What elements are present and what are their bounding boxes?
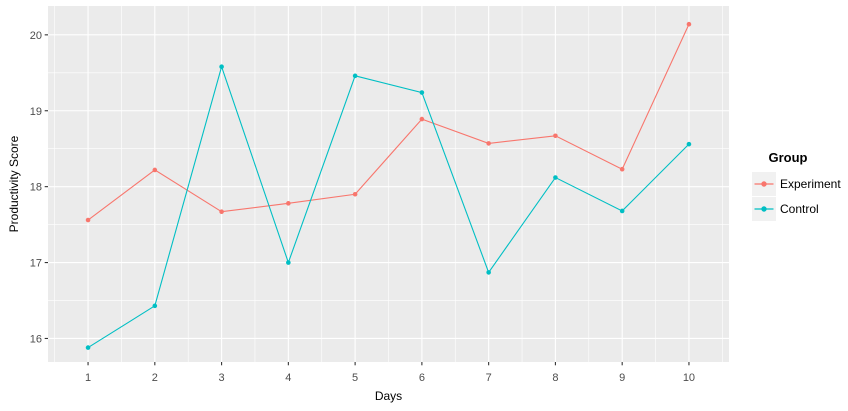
x-tick-label: 9	[619, 372, 625, 384]
legend-key-control	[752, 197, 776, 221]
control-point	[686, 141, 692, 147]
x-tick-label: 5	[352, 372, 358, 384]
legend-key-experiment	[752, 172, 776, 196]
experiment-point	[352, 191, 358, 197]
y-tick-label: 19	[30, 106, 42, 118]
legend-label-control: Control	[780, 202, 819, 216]
legend-title: Group	[768, 150, 808, 165]
legend: Group Experiment Control	[752, 150, 848, 222]
x-tick-label: 4	[285, 372, 291, 384]
experiment-line	[87, 23, 690, 221]
x-tick-label: 10	[683, 372, 695, 384]
experiment-point	[219, 209, 224, 215]
x-tick-label: 3	[219, 372, 225, 384]
x-axis-title: Days	[374, 389, 403, 403]
control-point	[619, 208, 625, 214]
y-tick-label: 16	[30, 333, 42, 345]
control-line-swatch-icon	[754, 206, 774, 212]
experiment-point	[152, 167, 158, 173]
legend-label-experiment: Experiment	[780, 177, 841, 191]
control-line	[87, 64, 690, 349]
y-tick-label: 17	[30, 258, 42, 270]
control-point	[553, 175, 558, 180]
control-point	[152, 303, 158, 309]
experiment-point	[553, 133, 558, 139]
control-point	[286, 260, 291, 265]
x-tick-label: 1	[85, 372, 91, 384]
x-tick-label: 8	[552, 372, 558, 384]
experiment-point	[85, 217, 91, 223]
legend-item-experiment[interactable]: Experiment	[752, 172, 848, 196]
y-tick-label: 20	[30, 30, 42, 42]
experiment-line-swatch-icon	[754, 181, 774, 187]
x-tick-label: 7	[486, 372, 492, 384]
y-axis-title: Productivity Score	[7, 135, 21, 233]
x-tick-label: 2	[152, 372, 158, 384]
x-tick-label: 6	[419, 372, 425, 384]
experiment-point	[619, 166, 625, 172]
control-point	[419, 90, 425, 95]
control-point	[352, 73, 358, 79]
control-point	[85, 345, 91, 350]
experiment-point	[486, 141, 491, 146]
experiment-point	[419, 116, 425, 122]
experiment-point	[286, 201, 291, 206]
control-point	[486, 270, 491, 275]
control-point	[219, 64, 224, 70]
y-tick-label: 18	[30, 182, 42, 194]
legend-item-control[interactable]: Control	[752, 197, 848, 221]
experiment-point	[686, 21, 692, 27]
